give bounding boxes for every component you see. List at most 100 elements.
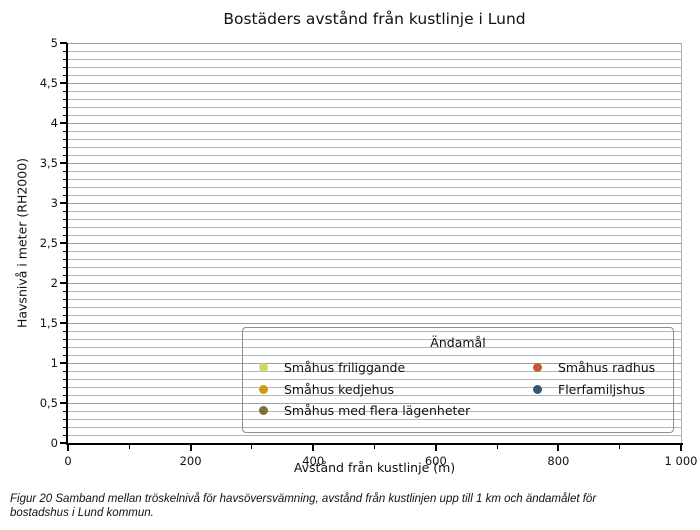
legend-marker-icon <box>533 384 542 394</box>
x-tick-label: 0 <box>64 454 72 468</box>
y-tick <box>63 346 67 348</box>
y-tick <box>63 218 67 220</box>
y-tick <box>63 426 67 428</box>
x-tick <box>251 445 253 449</box>
y-axis-spine <box>66 43 68 445</box>
y-tick <box>63 394 67 396</box>
y-tick <box>63 130 67 132</box>
legend-item: Småhus friliggande <box>259 357 470 379</box>
gridline <box>68 338 681 340</box>
y-tick <box>63 186 67 188</box>
gridline <box>68 418 681 420</box>
x-tick <box>189 445 192 451</box>
legend-title: Ändamål <box>430 335 486 350</box>
y-tick <box>60 202 67 204</box>
y-tick <box>60 362 67 364</box>
y-tick <box>63 170 67 172</box>
y-tick <box>63 146 67 148</box>
gridline <box>68 106 681 108</box>
gridline <box>68 186 681 188</box>
gridline <box>68 298 681 300</box>
gridline <box>68 242 681 244</box>
gridline <box>68 162 681 164</box>
x-tick <box>680 445 682 451</box>
gridline <box>68 154 681 156</box>
y-tick <box>63 58 67 60</box>
y-tick <box>63 74 67 76</box>
x-tick-label: 600 <box>424 454 447 468</box>
gridline <box>68 266 681 268</box>
x-tick <box>434 445 437 451</box>
gridline <box>68 378 681 380</box>
gridline <box>68 258 681 260</box>
x-tick <box>619 445 621 449</box>
y-tick-label: 3 <box>50 196 58 210</box>
gridline <box>68 410 681 412</box>
gridline <box>68 362 681 364</box>
legend-column-2: Småhus radhus Flerfamiljshus <box>533 357 655 400</box>
y-tick-label: 0 <box>50 436 58 450</box>
x-tick-label: 1 000 <box>664 454 698 468</box>
gridline <box>68 58 681 60</box>
gridline <box>68 290 681 292</box>
gridline <box>68 274 681 276</box>
y-tick <box>63 234 67 236</box>
chart-title: Bostäders avstånd från kustlinje i Lund <box>223 10 526 28</box>
legend-marker-icon <box>533 363 542 373</box>
y-tick <box>63 298 67 300</box>
legend-item-label: Småhus radhus <box>558 360 656 376</box>
gridline <box>68 170 681 172</box>
y-tick <box>60 322 67 324</box>
y-tick <box>63 306 67 308</box>
right-spine <box>681 43 682 443</box>
y-tick <box>63 250 67 252</box>
y-tick <box>63 226 67 228</box>
y-tick <box>63 314 67 316</box>
y-tick <box>63 434 67 436</box>
gridline <box>68 74 681 76</box>
legend: Ändamål Småhus friliggande Småhus kedjeh… <box>242 327 674 433</box>
y-tick <box>63 138 67 140</box>
gridline <box>68 370 681 372</box>
y-tick <box>60 82 67 84</box>
legend-item-label: Småhus kedjehus <box>284 381 395 397</box>
y-tick <box>63 210 67 212</box>
gridline <box>68 322 681 324</box>
gridline <box>68 306 681 308</box>
gridline <box>68 138 681 140</box>
legend-item: Småhus radhus <box>533 357 655 379</box>
x-tick <box>496 445 498 449</box>
gridline <box>68 202 681 204</box>
gridline <box>68 386 681 388</box>
y-tick <box>60 42 67 44</box>
gridline <box>68 330 681 332</box>
y-tick <box>63 266 67 268</box>
legend-marker-icon <box>259 384 268 394</box>
gridline <box>68 90 681 92</box>
gridline <box>68 194 681 196</box>
y-tick <box>60 282 67 284</box>
gridline <box>68 314 681 316</box>
gridline <box>68 178 681 180</box>
gridline <box>68 122 681 124</box>
gridline <box>68 346 681 348</box>
gridline <box>68 82 681 84</box>
gridline <box>68 146 681 148</box>
y-tick-label: 5 <box>50 36 58 50</box>
y-tick <box>63 290 67 292</box>
x-tick <box>557 445 560 451</box>
gridline <box>68 354 681 356</box>
y-tick <box>60 122 67 124</box>
x-tick <box>374 445 375 449</box>
legend-item: Småhus kedjehus <box>259 379 470 401</box>
gridline <box>68 114 681 116</box>
y-tick-label: 1 <box>50 356 58 370</box>
gridline <box>68 282 681 284</box>
y-tick <box>63 354 67 356</box>
y-tick <box>63 154 67 156</box>
y-tick <box>60 242 67 244</box>
gridline <box>68 50 681 52</box>
x-tick <box>67 445 69 451</box>
x-tick <box>312 445 315 451</box>
